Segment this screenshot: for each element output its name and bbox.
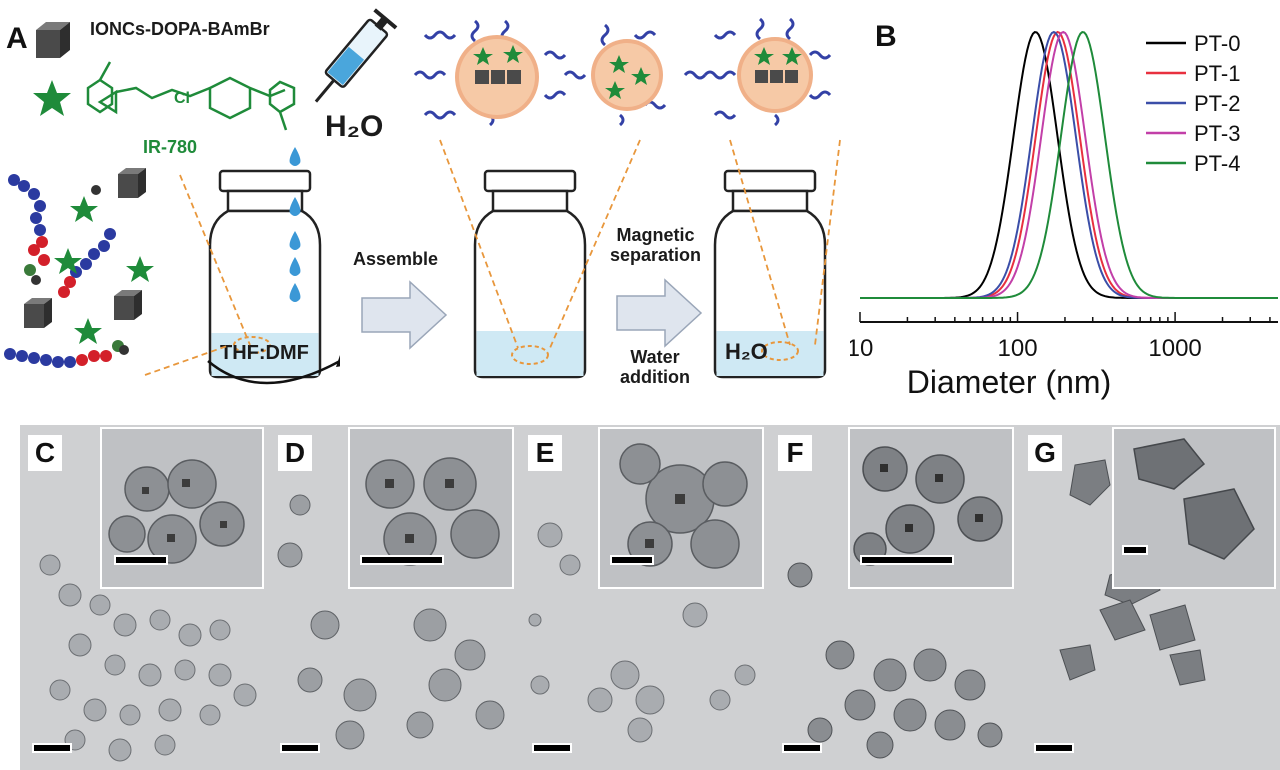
h2o-syringe-label: H₂O — [325, 110, 384, 143]
assemble-label: Assemble — [353, 249, 439, 269]
scale-bar — [1034, 743, 1074, 753]
ir780-structure — [86, 61, 296, 131]
ir780-label: IR-780 — [143, 137, 198, 157]
water-addition-label: Water addition — [620, 347, 690, 387]
magnetic-separation-label: Magnetic separation — [610, 225, 702, 265]
tem-panel-g: G — [1020, 425, 1280, 770]
cl-label: Cl — [174, 90, 190, 107]
legend-label: PT-2 — [1194, 91, 1240, 116]
panel-letter-f: F — [778, 435, 812, 471]
size-distribution-chart: 10 100 1000 Diameter (nm) PT-0 PT-1 PT-2 PT-3 PT… — [850, 30, 1278, 400]
tem-particles — [277, 494, 505, 750]
x-tick-label: 10 — [850, 335, 873, 362]
vial-water — [713, 169, 827, 379]
x-tick-label: 1000 — [1148, 335, 1201, 362]
legend-label: PT-3 — [1194, 121, 1240, 146]
scale-bar — [532, 743, 572, 753]
iron-oxide-cube-icon — [36, 22, 70, 58]
tem-inset — [348, 427, 514, 589]
micelle-illustration — [413, 19, 707, 127]
inset-scale-bar — [860, 555, 954, 565]
x-axis-label: Diameter (nm) — [907, 364, 1111, 400]
scale-bar — [32, 743, 72, 753]
process-arrow-1 — [361, 280, 448, 350]
water-droplets-icon — [289, 147, 301, 302]
legend-label: PT-4 — [1194, 151, 1240, 176]
vial-thf-dmf — [207, 169, 340, 385]
legend-label: PT-0 — [1194, 31, 1240, 56]
tem-inset-particles — [619, 443, 748, 569]
syringe-icon — [314, 8, 398, 103]
tem-panel-f: F — [770, 425, 1020, 770]
tem-inset — [598, 427, 764, 589]
tem-inset — [1112, 427, 1276, 589]
panel-letter-a: A — [6, 22, 28, 55]
scale-bar — [280, 743, 320, 753]
tem-particles — [787, 562, 1003, 759]
tem-inset-particles — [108, 459, 245, 564]
panel-letter-c: C — [28, 435, 62, 471]
vial-assembled — [473, 169, 587, 379]
tem-inset-particles — [853, 446, 1003, 566]
tem-panel-e: E — [520, 425, 770, 770]
inset-scale-bar — [114, 555, 168, 565]
panel-letter-g: G — [1028, 435, 1062, 471]
tem-inset-particles — [365, 457, 500, 566]
panel-letter-b: B — [875, 20, 897, 53]
series-line-pt-4 — [860, 31, 1278, 299]
tem-inset — [848, 427, 1014, 589]
tem-panel-d: D — [270, 425, 520, 770]
vial3-h2o-label: H₂O — [725, 339, 768, 364]
tem-panel-c: C — [20, 425, 270, 770]
tem-particles — [528, 522, 756, 743]
inset-scale-bar — [610, 555, 654, 565]
process-arrow-2 — [616, 278, 703, 348]
micelle-after-separation — [703, 17, 832, 127]
tem-particles — [39, 554, 257, 762]
inset-scale-bar — [360, 555, 444, 565]
tem-inset-particles — [1133, 438, 1255, 560]
x-tick-label: 100 — [998, 335, 1038, 362]
ir780-star-icon — [33, 80, 71, 116]
polymer-mixture-illustration — [4, 168, 154, 368]
scale-bar — [782, 743, 822, 753]
panel-letter-d: D — [278, 435, 312, 471]
zoom-guide-lines — [144, 139, 841, 376]
panel-letter-e: E — [528, 435, 562, 471]
solvent-label: THF:DMF — [220, 342, 309, 364]
tem-inset — [100, 427, 264, 589]
ioncs-label: IONCs-DOPA-BAmBr — [90, 19, 270, 39]
inset-scale-bar — [1122, 545, 1148, 555]
legend-label: PT-1 — [1194, 61, 1240, 86]
